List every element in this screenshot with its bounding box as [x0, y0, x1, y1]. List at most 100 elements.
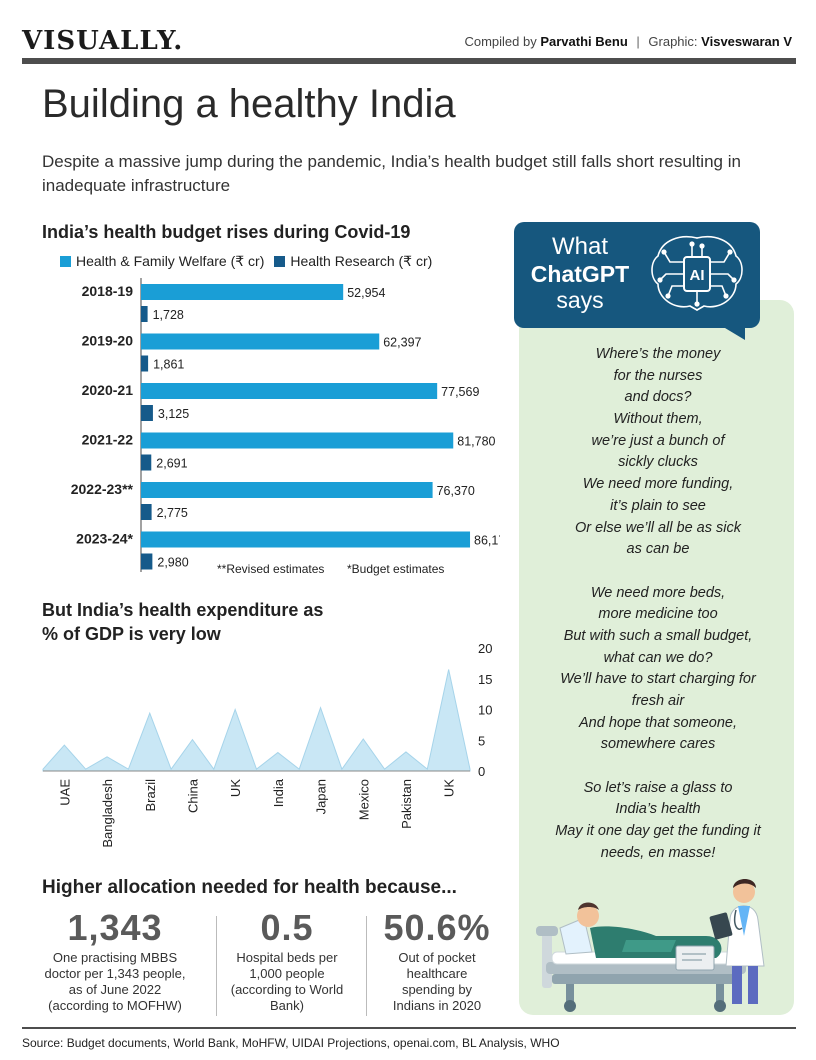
chatgpt-speech-box: [514, 222, 760, 328]
area-x-tick-label: Pakistan: [399, 779, 414, 829]
desc-line: healthcare: [406, 966, 468, 981]
poem-line: somewhere cares: [600, 736, 716, 753]
stat-doctors: 1,343 One practising MBBS doctor per 1,3…: [40, 908, 190, 1014]
stat-doctors-desc: One practising MBBS doctor per 1,343 peo…: [40, 950, 190, 1014]
graphic-name: Visveswaran V: [701, 34, 792, 49]
bar-research: [141, 504, 152, 520]
stat-divider: [366, 916, 367, 1016]
bar-welfare-value: 77,569: [441, 385, 479, 399]
desc-line: Hospital beds per: [236, 950, 338, 965]
bar-research-value: 1,861: [153, 358, 184, 372]
desc-line: (according to World: [230, 982, 344, 997]
area-x-tick-label: China: [185, 778, 200, 813]
bar-category-label: 2022-23**: [71, 481, 134, 497]
bar-category-label: 2018-19: [82, 283, 134, 299]
poem-line: we’re just a bunch of: [591, 432, 725, 449]
credits-separator: |: [636, 34, 640, 49]
area-x-tick-label: UAE: [57, 779, 72, 806]
desc-line: as of June 2022: [68, 982, 162, 997]
desc-line: doctor per 1,343 people,: [44, 966, 186, 981]
source-rule: [22, 1027, 796, 1029]
bar-category-label: 2019-20: [82, 333, 134, 349]
hospital-bed-illustration: [536, 879, 765, 1012]
area-x-tick-label: UK: [228, 779, 243, 797]
bar-research: [141, 306, 148, 322]
legend-item-research: Health Research (₹ cr): [274, 253, 432, 270]
poem-line: We need more funding,: [582, 476, 734, 493]
poem-line: Or else we’ll all be as sick: [575, 519, 741, 536]
budget-chart-heading: India’s health budget rises during Covid…: [42, 222, 411, 242]
bar-chart-note-budget: *Budget estimates: [347, 562, 444, 576]
bar-research-value: 1,728: [153, 308, 184, 322]
desc-line: (according to MOFHW): [48, 998, 182, 1013]
stat-beds-value: 0.5: [260, 907, 314, 948]
bar-research-value: 2,775: [157, 506, 188, 520]
bar-welfare-value: 52,954: [347, 286, 385, 300]
bar-research: [141, 553, 153, 570]
gdp-area-chart: 20 15 10 5 0 UAE Bangladesh Brazil China UK India J…: [42, 642, 492, 848]
desc-line: Bank): [270, 998, 304, 1013]
poem-line: Where’s the money: [595, 346, 721, 362]
area-series: [42, 669, 471, 772]
area-x-tick-label: Japan: [314, 779, 329, 814]
bar-category-label: 2021-22: [82, 432, 134, 448]
masthead-logo: VISUALLY.: [22, 26, 184, 56]
budget-chart-legend: Health & Family Welfare (₹ cr) Health Re…: [60, 253, 432, 270]
chatgpt-poem: Where’s the money for the nurses and docs?…: [528, 344, 788, 865]
poem-line: needs, en masse!: [600, 844, 716, 861]
chatgpt-name-label: ChatGPT: [530, 261, 630, 287]
page-title: Building a healthy India: [42, 82, 456, 126]
bar-research-value: 2,691: [156, 457, 187, 471]
poem-line: and docs?: [624, 389, 692, 406]
area-y-tick-label: 5: [478, 733, 485, 748]
desc-line: One practising MBBS: [52, 950, 178, 965]
poem-line: fresh air: [631, 693, 685, 709]
area-x-tick-label: Bangladesh: [100, 779, 115, 848]
poem-line: sickly clucks: [618, 454, 698, 471]
bar-welfare-value: 86,175: [474, 534, 500, 548]
bar-welfare: [141, 531, 471, 548]
poem-line: for the nurses: [613, 367, 703, 384]
ai-circuit-icon: AI: [651, 236, 743, 311]
poem-line: India’s health: [615, 801, 701, 818]
bar-welfare: [141, 482, 433, 498]
reasons-heading: Higher allocation needed for health beca…: [42, 877, 457, 898]
source-note: Source: Budget documents, World Bank, Mo…: [22, 1036, 560, 1050]
desc-line: 1,000 people: [249, 966, 325, 981]
poem-line: So let’s raise a glass to: [583, 779, 733, 796]
area-x-tick-label: Brazil: [143, 779, 158, 812]
poem-line: as can be: [626, 541, 690, 558]
legend-label-welfare: Health & Family Welfare (₹ cr): [76, 253, 265, 269]
chatgpt-speech-tail: [715, 322, 745, 340]
bar-research: [141, 405, 153, 421]
desc-line: spending by: [401, 982, 473, 997]
gdp-chart-heading-line2: % of GDP is very low: [42, 624, 221, 644]
bar-welfare: [141, 333, 380, 350]
stat-beds-desc: Hospital beds per 1,000 people (accordin…: [212, 950, 362, 1014]
area-y-tick-label: 10: [478, 703, 492, 718]
stat-beds: 0.5 Hospital beds per 1,000 people (acco…: [212, 908, 362, 1014]
bar-research-value: 2,980: [157, 556, 188, 570]
desc-line: Indians in 2020: [392, 998, 482, 1013]
stat-out-of-pocket-value: 50.6%: [383, 907, 491, 948]
compiled-prefix: Compiled by: [464, 34, 537, 49]
stat-divider: [216, 916, 217, 1016]
reasons-stats: 1,343 One practising MBBS doctor per 1,3…: [40, 908, 500, 1023]
bar-category-label: 2020-21: [82, 382, 134, 398]
poem-line: We’ll have to start charging for: [560, 671, 756, 688]
stat-out-of-pocket-desc: Out of pocket healthcare spending by Ind…: [362, 950, 512, 1014]
legend-label-research: Health Research (₹ cr): [290, 253, 433, 269]
bar-category-label: 2023-24*: [76, 531, 133, 547]
bar-welfare-value: 76,370: [437, 484, 475, 498]
bar-welfare-value: 62,397: [383, 336, 421, 350]
area-x-tick-label: Mexico: [356, 779, 371, 820]
bar-research-value: 3,125: [158, 407, 189, 421]
bar-chart-note-revised: **Revised estimates: [217, 562, 324, 576]
stat-doctors-value: 1,343: [67, 907, 163, 948]
area-x-tick-label: India: [271, 778, 286, 807]
poem-line: [528, 561, 788, 583]
area-y-tick-label: 15: [478, 672, 492, 687]
graphic-prefix: Graphic:: [648, 34, 698, 49]
compiled-name: Parvathi Benu: [540, 34, 628, 49]
poem-line: But with such a small budget,: [563, 627, 753, 644]
